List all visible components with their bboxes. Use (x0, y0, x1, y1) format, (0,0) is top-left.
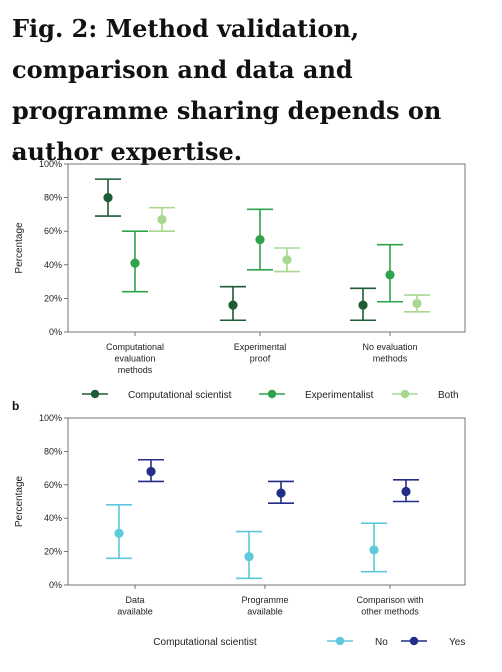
panel-b-data-point (114, 528, 124, 538)
panel-a-y-tick-label: 20% (44, 293, 62, 303)
panel-a-legend-marker (90, 389, 100, 399)
panel-b-data-point (369, 545, 379, 555)
panel-a-legend-label: Computational scientist (128, 390, 232, 401)
panel-b-x-tick-label: Data (125, 595, 144, 605)
panel-a-data-point (282, 255, 292, 265)
panel-b-legend-title: Computational scientist (153, 637, 257, 648)
panel-b-data-point (401, 486, 411, 497)
panel-b-data-point (146, 466, 156, 477)
panel-a-x-tick-label: No evaluation (362, 342, 417, 352)
panel-a-x-tick-label: methods (118, 365, 153, 375)
panel-a-y-tick-label: 100% (39, 159, 62, 169)
panel-b-y-tick-label: 40% (44, 513, 62, 523)
panel-a-y-axis-label: Percentage (14, 222, 25, 274)
panel-a-y-tick-label: 80% (44, 193, 62, 203)
figure-title: Fig. 2: Method validation, comparison an… (12, 14, 442, 166)
panel-a-legend-label: Experimentalist (305, 390, 374, 401)
panel-a-data-point (103, 193, 113, 203)
panel-a-x-tick-label: Computational (106, 342, 164, 352)
panel-a-legend-marker (267, 389, 277, 399)
panel-b-y-tick-label: 60% (44, 480, 62, 490)
panel-a-x-tick-label: proof (250, 354, 271, 364)
panel-b-plot-frame (67, 417, 466, 586)
panel-a-y-tick-label: 60% (44, 226, 62, 236)
panel-b-x-tick-label: available (247, 607, 283, 617)
panel-a-data-point (228, 300, 238, 310)
panel-b-legend-label: Yes (449, 637, 465, 648)
panel-b-x-tick-label: Comparison with (356, 595, 423, 605)
panel-a-data-point (412, 298, 422, 309)
panel-a-x-tick-label: Experimental (234, 342, 287, 352)
panel-b-x-tick-label: available (117, 607, 153, 617)
panel-b-legend-marker (335, 636, 345, 646)
panel-b-y-tick-label: 0% (49, 580, 62, 590)
panel-b-legend-label: No (375, 637, 388, 648)
panel-a-plot-frame (67, 163, 466, 333)
panel-a-data-point (385, 270, 395, 280)
panel-b-x-tick-label: Programme (241, 595, 288, 605)
panel-a-data-point (130, 258, 140, 268)
panel-a-data-point (358, 300, 368, 310)
panel-b-y-tick-label: 20% (44, 547, 62, 557)
panel-a-y-tick-label: 0% (49, 327, 62, 337)
panel-a-x-tick-label: methods (373, 354, 408, 364)
panel-a-letter: a (12, 147, 19, 161)
panel-a-y-tick-label: 40% (44, 260, 62, 270)
panel-b-data-point (276, 488, 286, 498)
panel-b-legend-marker (409, 636, 419, 646)
panel-b-data-point (244, 552, 254, 562)
panel-a-data-point (157, 214, 167, 225)
panel-b-letter: b (12, 399, 20, 413)
panel-b-y-tick-label: 80% (44, 446, 62, 456)
panel-b-x-tick-label: other methods (361, 607, 419, 617)
panel-a-data-point (255, 235, 265, 245)
panel-a-legend-label: Both (438, 390, 459, 401)
panel-b-y-axis-label: Percentage (14, 475, 25, 527)
panel-a-legend-marker (400, 389, 410, 399)
panel-b-y-tick-label: 100% (39, 413, 62, 423)
panel-a-x-tick-label: evaluation (114, 354, 155, 364)
